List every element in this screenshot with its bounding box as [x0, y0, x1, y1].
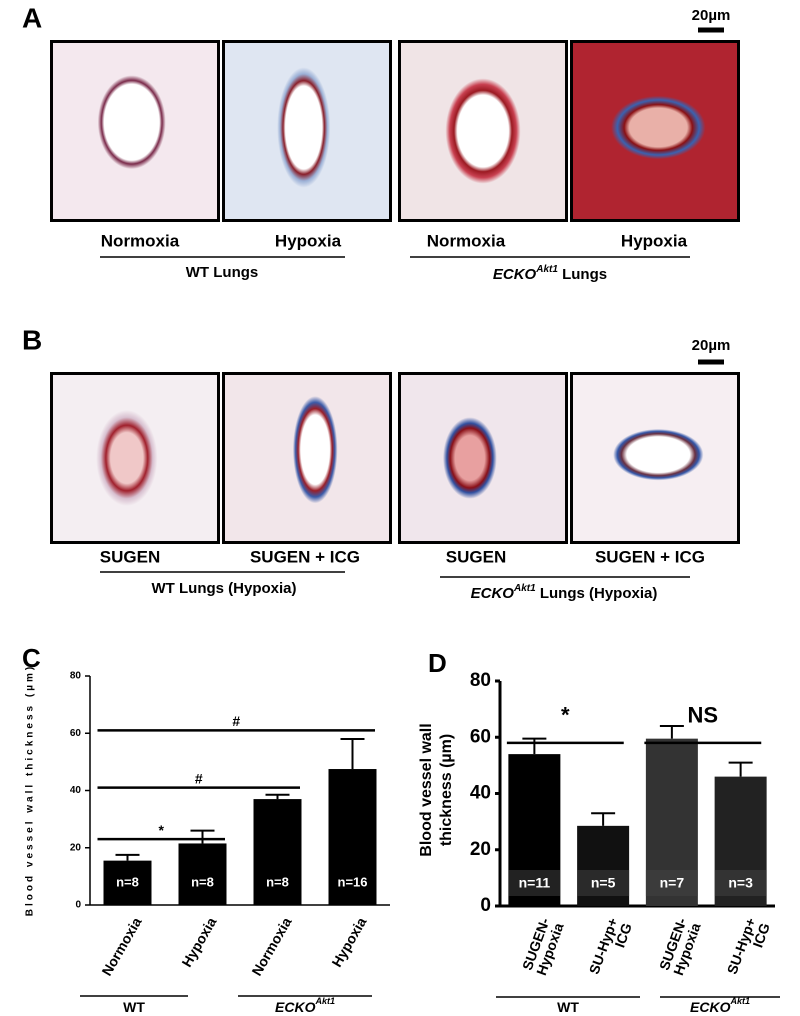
caption: Normoxia — [101, 231, 180, 250]
significance-label: # — [195, 770, 203, 786]
y-tick-label: 80 — [70, 671, 82, 682]
histology-image — [50, 372, 220, 544]
histology-image — [398, 40, 568, 222]
caption: SUGEN — [446, 547, 506, 566]
panel-label: D — [428, 648, 447, 678]
bar — [103, 860, 152, 905]
y-tick-label: 20 — [470, 839, 491, 860]
y-tick-label: 60 — [470, 726, 491, 747]
n-label-box — [508, 870, 561, 896]
caption: SUGEN — [100, 547, 160, 566]
bar — [328, 769, 377, 905]
caption: SUGEN + ICG — [250, 547, 360, 566]
n-label: n=7 — [660, 875, 685, 891]
group-label-text: WT — [123, 999, 145, 1015]
n-label: n=16 — [338, 874, 368, 889]
y-tick-label: 0 — [480, 895, 491, 916]
group-label: ECKOAkt1 — [275, 996, 335, 1014]
caption: Hypoxia — [275, 231, 342, 250]
group-label: WT — [123, 999, 145, 1015]
y-tick-label: 60 — [70, 728, 82, 739]
scale-bar-label: 20µm — [692, 337, 731, 354]
y-axis-label-line: Blood vessel wall — [418, 723, 435, 856]
histology-image — [398, 372, 568, 544]
y-tick-label: 40 — [70, 785, 82, 796]
scale-bar-label: 20µm — [692, 7, 731, 24]
group-label-text: WT — [557, 999, 579, 1015]
histology-image — [222, 40, 392, 222]
panel-label: B — [22, 324, 42, 355]
bar — [178, 843, 227, 905]
caption: SUGEN + ICG — [595, 547, 705, 566]
caption: Normoxia — [427, 231, 506, 250]
bar — [253, 799, 302, 905]
group-label: WT Lungs — [186, 264, 258, 281]
n-label: n=8 — [266, 874, 289, 889]
caption: Hypoxia — [621, 231, 688, 250]
n-label: n=8 — [116, 874, 139, 889]
n-label-box — [645, 870, 698, 896]
significance-label: NS — [688, 703, 719, 728]
group-label: ECKOAkt1 Lungs — [493, 264, 607, 283]
y-tick-label: 0 — [75, 900, 81, 911]
group-label: ECKOAkt1 Lungs (Hypoxia) — [471, 583, 658, 602]
histology-image — [570, 40, 740, 222]
y-axis-label: Blood vessel wall thickness (µm) — [418, 723, 455, 856]
y-tick-label: 20 — [70, 842, 82, 853]
n-label-box — [714, 870, 767, 896]
group-label: WT — [557, 999, 579, 1015]
significance-label: # — [232, 713, 240, 729]
y-tick-label: 80 — [470, 670, 491, 691]
panel-label: C — [22, 643, 41, 673]
n-label: n=5 — [591, 875, 616, 891]
group-label-text: ECKO — [690, 999, 731, 1015]
significance-label: * — [159, 822, 165, 838]
group-label: ECKOAkt1 — [690, 996, 750, 1014]
group-label-sup: Akt1 — [729, 996, 750, 1006]
histology-image — [222, 372, 392, 544]
n-label: n=11 — [519, 875, 551, 891]
panel-label: A — [22, 2, 42, 33]
y-tick-label: 40 — [470, 783, 491, 804]
significance-label: * — [561, 703, 570, 728]
n-label: n=8 — [191, 874, 214, 889]
group-label-sup: Akt1 — [314, 996, 335, 1006]
n-label: n=3 — [728, 875, 753, 891]
histology-image — [570, 372, 740, 544]
y-axis-label: Blood vessel wall thickness (µm) — [25, 664, 36, 916]
y-axis-label-line: thickness (µm) — [438, 734, 455, 846]
group-label-text: ECKO — [275, 999, 316, 1015]
n-label-box — [577, 870, 630, 896]
group-label: WT Lungs (Hypoxia) — [152, 580, 297, 597]
histology-image — [50, 40, 220, 222]
